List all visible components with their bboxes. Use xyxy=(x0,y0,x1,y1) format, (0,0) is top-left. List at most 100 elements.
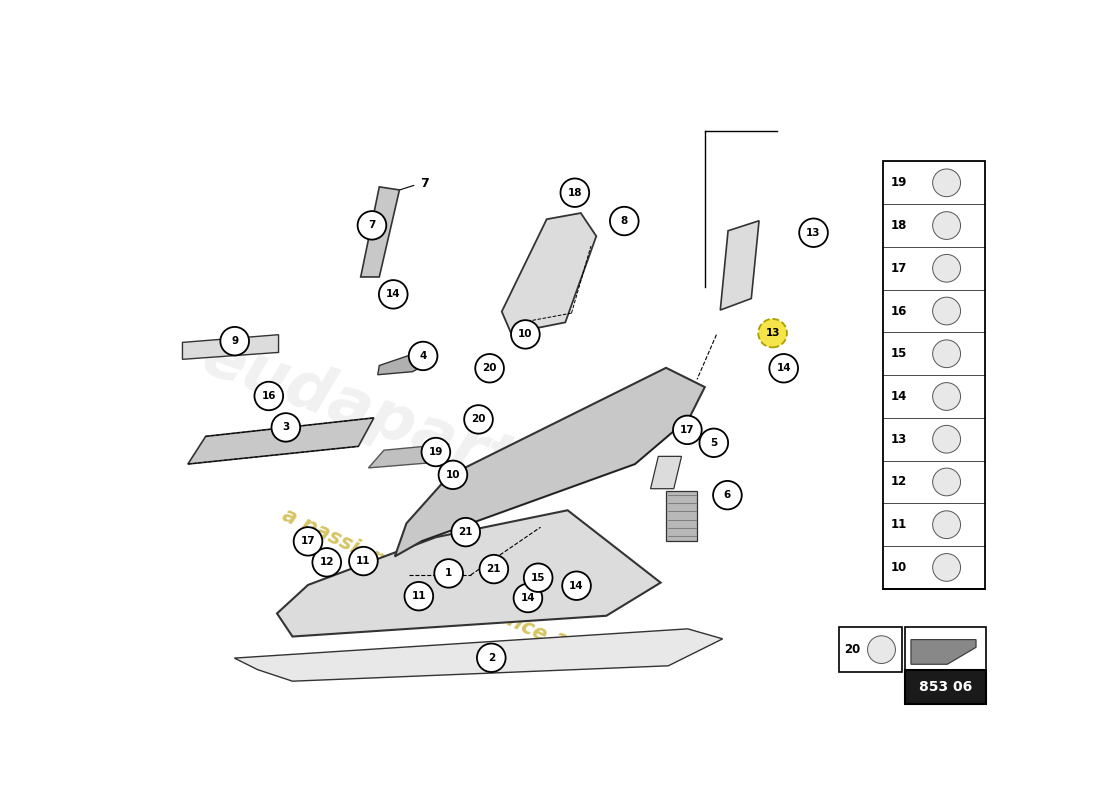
Circle shape xyxy=(561,178,590,207)
Text: 21: 21 xyxy=(459,527,473,537)
Text: eudaparts: eudaparts xyxy=(194,325,559,508)
Circle shape xyxy=(933,340,960,368)
Text: 17: 17 xyxy=(890,262,906,274)
Text: 6: 6 xyxy=(724,490,732,500)
Text: 14: 14 xyxy=(569,581,584,590)
Circle shape xyxy=(434,559,463,588)
Polygon shape xyxy=(502,213,596,333)
Circle shape xyxy=(769,354,798,382)
Polygon shape xyxy=(183,334,278,359)
Circle shape xyxy=(358,211,386,240)
Text: 8: 8 xyxy=(620,216,628,226)
Circle shape xyxy=(378,280,408,309)
Text: 20: 20 xyxy=(844,643,860,656)
Text: 7: 7 xyxy=(420,177,429,190)
Text: 5: 5 xyxy=(711,438,717,448)
Text: 13: 13 xyxy=(890,433,906,446)
Text: 17: 17 xyxy=(680,425,695,435)
Circle shape xyxy=(514,584,542,612)
Text: 7: 7 xyxy=(368,220,375,230)
Circle shape xyxy=(480,555,508,583)
Circle shape xyxy=(933,511,960,538)
Text: 20: 20 xyxy=(471,414,486,424)
Text: 12: 12 xyxy=(890,475,906,489)
FancyBboxPatch shape xyxy=(839,627,902,672)
Circle shape xyxy=(254,382,283,410)
Circle shape xyxy=(421,438,450,466)
Polygon shape xyxy=(234,629,723,682)
Circle shape xyxy=(933,468,960,496)
Circle shape xyxy=(933,554,960,582)
Text: 14: 14 xyxy=(777,363,791,374)
Text: 16: 16 xyxy=(262,391,276,401)
Text: 17: 17 xyxy=(300,536,316,546)
FancyBboxPatch shape xyxy=(883,162,986,589)
Text: 14: 14 xyxy=(386,290,400,299)
Circle shape xyxy=(933,254,960,282)
Text: 21: 21 xyxy=(486,564,502,574)
Text: 18: 18 xyxy=(890,219,906,232)
Circle shape xyxy=(524,563,552,592)
Circle shape xyxy=(800,218,828,247)
Text: 11: 11 xyxy=(890,518,906,531)
Circle shape xyxy=(312,548,341,577)
Circle shape xyxy=(933,169,960,197)
Text: 13: 13 xyxy=(806,228,821,238)
Circle shape xyxy=(405,582,433,610)
Text: 10: 10 xyxy=(446,470,460,480)
Text: 11: 11 xyxy=(411,591,426,601)
Text: 18: 18 xyxy=(568,188,582,198)
Polygon shape xyxy=(368,444,449,468)
Circle shape xyxy=(477,643,506,672)
Text: 1: 1 xyxy=(446,568,452,578)
Text: 853 06: 853 06 xyxy=(918,680,972,694)
Circle shape xyxy=(933,426,960,453)
Circle shape xyxy=(512,320,540,349)
Polygon shape xyxy=(361,187,399,277)
Text: 20: 20 xyxy=(482,363,497,374)
Polygon shape xyxy=(277,510,661,637)
Text: 4: 4 xyxy=(419,351,427,361)
Text: 19: 19 xyxy=(429,447,443,457)
Polygon shape xyxy=(720,221,759,310)
Text: 10: 10 xyxy=(518,330,532,339)
Circle shape xyxy=(294,527,322,556)
Circle shape xyxy=(451,518,480,546)
Polygon shape xyxy=(188,418,374,464)
Circle shape xyxy=(933,297,960,325)
Circle shape xyxy=(673,416,702,444)
Circle shape xyxy=(439,461,468,489)
Text: 12: 12 xyxy=(319,558,334,567)
Text: a passion for parts since 1985: a passion for parts since 1985 xyxy=(279,505,609,673)
FancyBboxPatch shape xyxy=(904,670,986,704)
Text: 16: 16 xyxy=(890,305,906,318)
Circle shape xyxy=(933,382,960,410)
FancyBboxPatch shape xyxy=(904,627,986,672)
Circle shape xyxy=(475,354,504,382)
Circle shape xyxy=(700,429,728,457)
Circle shape xyxy=(464,405,493,434)
Text: 14: 14 xyxy=(520,593,536,603)
Text: 19: 19 xyxy=(890,176,906,190)
Text: 11: 11 xyxy=(356,556,371,566)
Circle shape xyxy=(272,413,300,442)
Text: 15: 15 xyxy=(531,573,546,582)
Circle shape xyxy=(349,547,377,575)
Text: 10: 10 xyxy=(890,561,906,574)
Circle shape xyxy=(220,327,249,355)
Polygon shape xyxy=(650,456,682,489)
Circle shape xyxy=(758,319,786,347)
Polygon shape xyxy=(911,640,976,664)
Text: 3: 3 xyxy=(283,422,289,433)
Polygon shape xyxy=(395,368,705,557)
Circle shape xyxy=(409,342,438,370)
Text: 15: 15 xyxy=(890,347,906,360)
Text: 2: 2 xyxy=(487,653,495,662)
Text: 9: 9 xyxy=(231,336,239,346)
Text: 13: 13 xyxy=(766,328,780,338)
Circle shape xyxy=(562,571,591,600)
Circle shape xyxy=(713,481,741,510)
Circle shape xyxy=(868,636,895,663)
Circle shape xyxy=(933,212,960,239)
Polygon shape xyxy=(667,491,697,541)
